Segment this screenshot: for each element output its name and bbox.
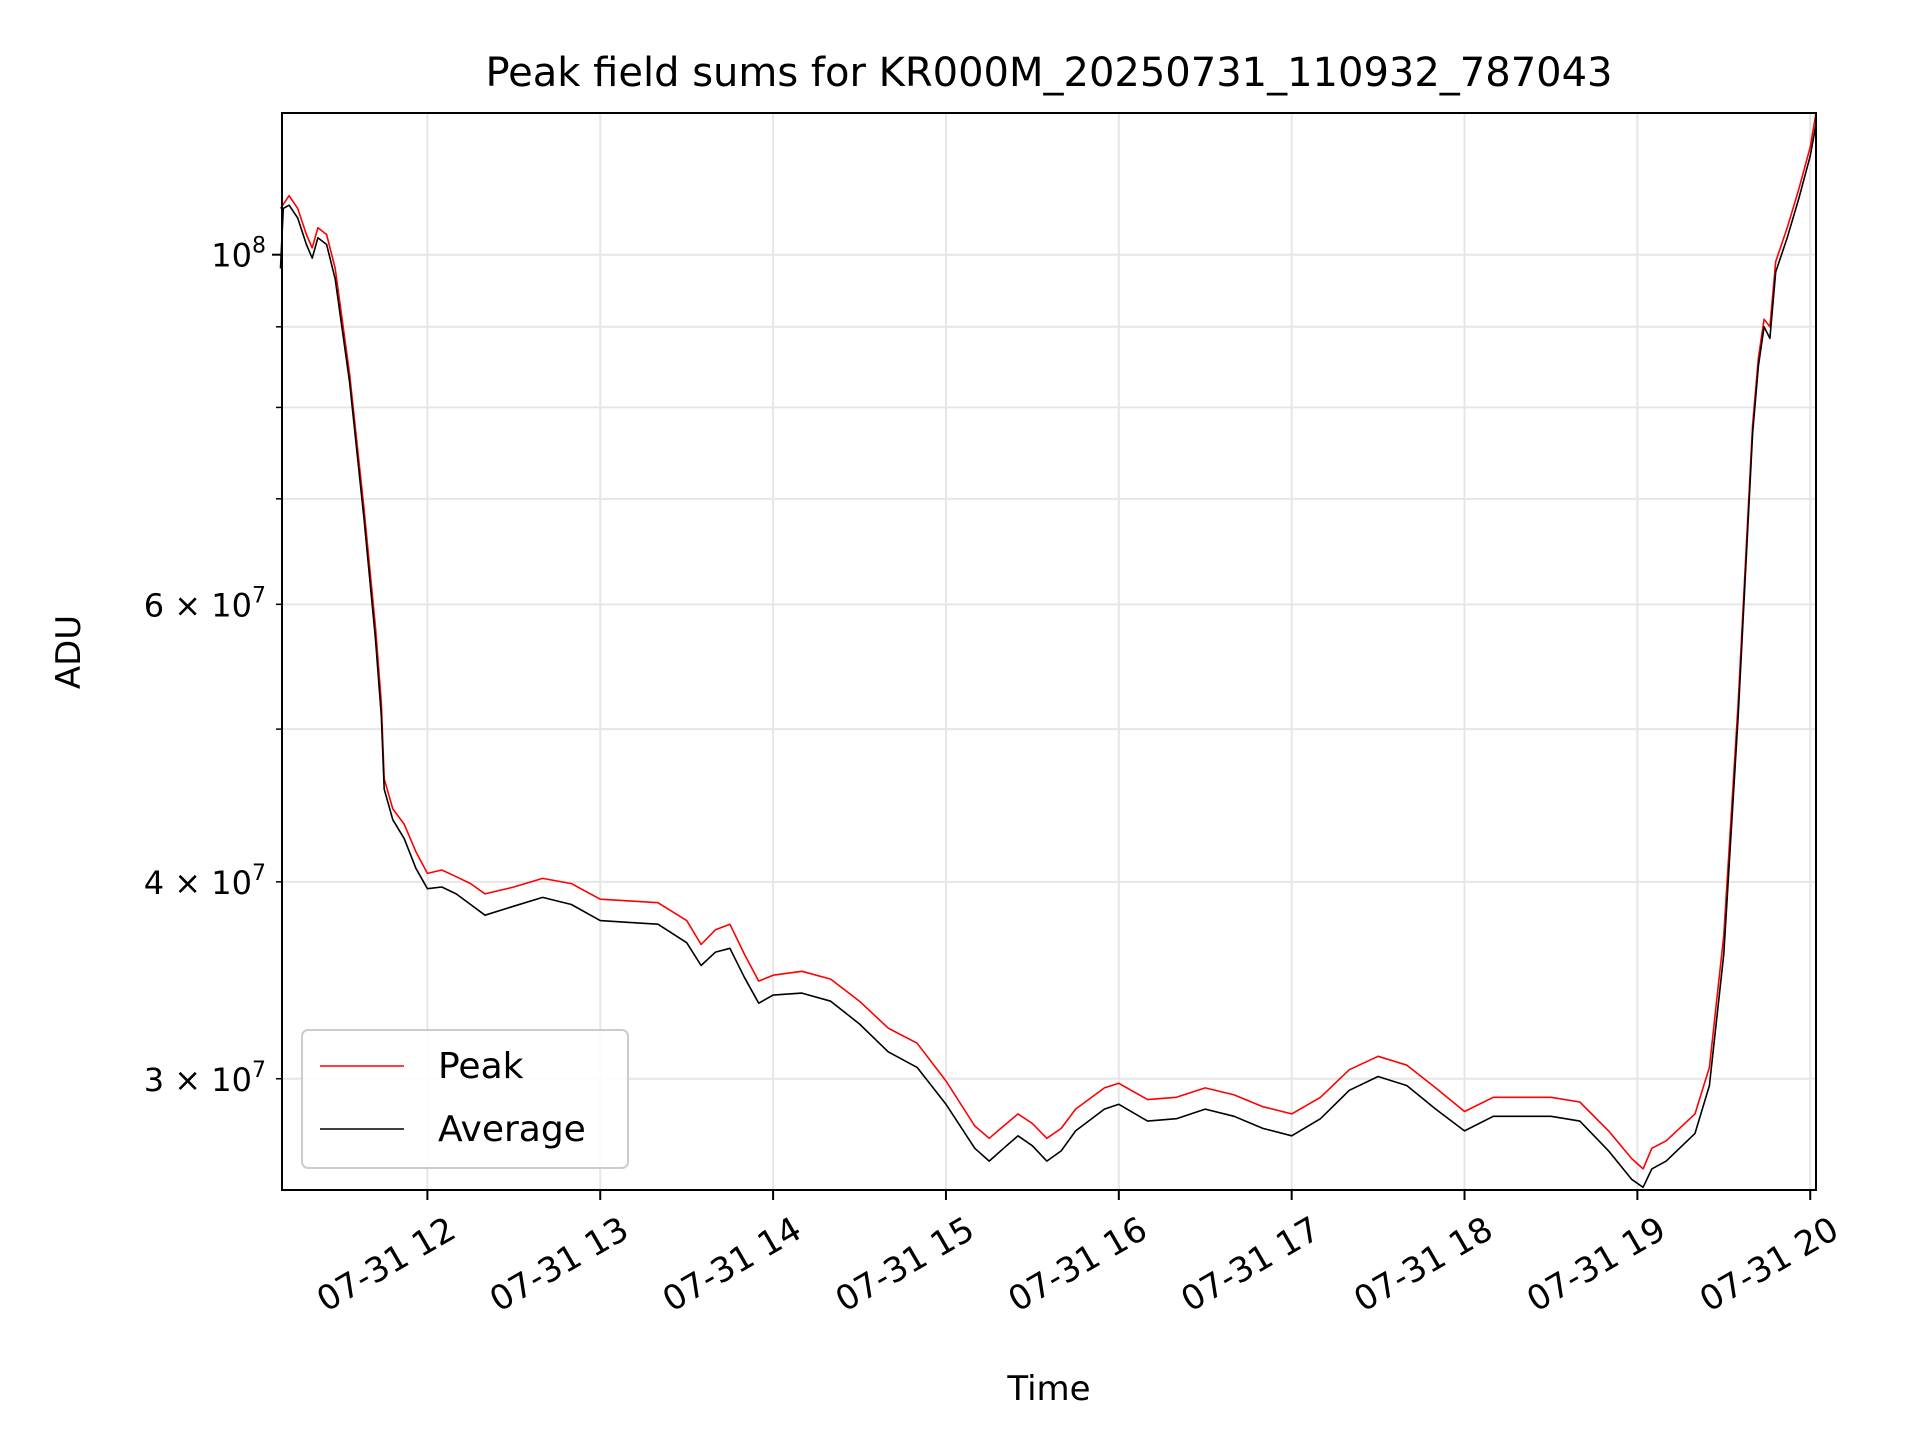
plot-frame [281,112,1817,1191]
legend-label-peak: Peak [438,1046,524,1087]
y-axis-label: ADU [49,615,89,689]
legend: Peak Average [301,1029,629,1169]
series-line-peak [279,112,1817,1170]
y-major-tick-label: 108 [211,234,266,275]
legend-label-average: Average [438,1109,586,1150]
legend-box [301,1029,629,1169]
x-axis-label: Time [1006,1369,1090,1409]
grid-layer [282,113,1816,1190]
series-line-average [279,124,1817,1189]
y-minor-tick-label: 4 × 107 [144,861,266,902]
chart-title: Peak field sums for KR000M_20250731_1109… [485,50,1612,96]
y-minor-tick-label: 3 × 107 [144,1058,266,1099]
y-minor-tick-label: 6 × 107 [144,583,266,624]
series-layer [279,112,1817,1189]
